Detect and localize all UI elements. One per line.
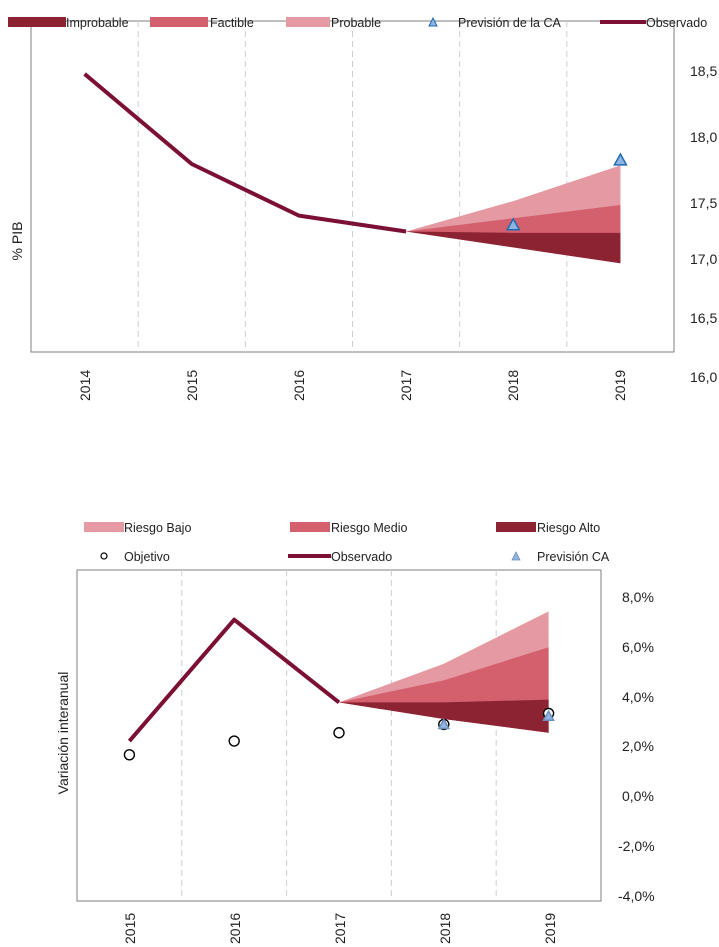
- chart-2-y-ticks: 8,0% 6,0% 4,0% 2,0% 0,0% -2,0% -4,0%: [618, 589, 655, 904]
- forecast-point: [542, 709, 555, 721]
- chart-1-ytick: 17,5: [690, 195, 717, 211]
- objetivo-point: [333, 727, 345, 739]
- chart-1-xtick: 2015: [184, 370, 200, 401]
- chart-2-xtick: 2016: [227, 913, 243, 944]
- chart-2-x-ticks: 2015 2016 2017 2018 2019: [122, 913, 558, 944]
- legend-swatch-riesgo-medio: [290, 522, 330, 532]
- objetivo-point: [123, 749, 136, 761]
- chart-2-observed-line: [127, 617, 341, 743]
- chart-2-ytick: 4,0%: [622, 689, 654, 705]
- chart-1-ytick: 18,5: [690, 63, 717, 79]
- chart-2-y-axis-label: Variación interanual: [55, 672, 71, 795]
- chart-2-ytick: 0,0%: [622, 788, 654, 804]
- legend-label-improbable: Improbable: [66, 16, 129, 30]
- chart-1-xtick: 2017: [398, 370, 414, 401]
- legend-label-riesgo-medio: Riesgo Medio: [331, 521, 407, 535]
- legend-swatch-improbable: [8, 17, 66, 27]
- legend-label-observed: Observado: [646, 16, 707, 30]
- chart-1-x-ticks: 2014 2015 2016 2017 2018 2019: [77, 370, 628, 401]
- observed-line: [83, 72, 407, 234]
- chart-2-xtick: 2017: [332, 913, 348, 944]
- chart-1-ytick: 18,0: [690, 129, 717, 145]
- chart-1-observed-line: [83, 72, 407, 234]
- chart-1-ytick: 16,5: [690, 310, 717, 326]
- observed-line: [127, 617, 341, 743]
- forecast-point: [505, 217, 521, 231]
- chart-2-xtick: 2015: [122, 913, 138, 944]
- chart-2-ytick: -4,0%: [618, 888, 655, 904]
- chart-1-xtick: 2016: [291, 370, 307, 401]
- chart-1-legend: Improbable Factible Probable Previsión d…: [8, 16, 707, 30]
- chart-1-y-axis-label: % PIB: [9, 222, 25, 261]
- chart-1-ytick: 16,0: [690, 369, 717, 385]
- forecast-point: [437, 717, 451, 730]
- chart-2-markers: [123, 707, 555, 761]
- legend-marker-objetivo-icon: [100, 552, 108, 560]
- chart-2-bands: [339, 611, 549, 733]
- legend-swatch-riesgo-bajo: [84, 522, 124, 532]
- legend-label-forecast: Previsión de la CA: [458, 16, 561, 30]
- chart-1-xtick: 2018: [505, 370, 521, 401]
- forecast-point: [613, 152, 628, 166]
- legend-label-riesgo-alto: Riesgo Alto: [537, 521, 600, 535]
- chart-2-ytick: 2,0%: [622, 738, 654, 754]
- chart-1: 18,5 18,0 17,5 17,0 16,5 16,0 2014 2015 …: [8, 16, 717, 401]
- legend-marker-forecast-icon: [428, 16, 438, 27]
- chart-1-xtick: 2014: [77, 370, 93, 401]
- chart-1-xtick: 2019: [612, 370, 628, 401]
- chart-2-ytick: -2,0%: [618, 838, 655, 854]
- chart-2-legend: Riesgo Bajo Riesgo Medio Riesgo Alto Obj…: [84, 521, 610, 564]
- chart-2-xtick: 2018: [437, 913, 453, 944]
- band-riesgo-alto: [339, 699, 549, 733]
- legend-label-riesgo-bajo: Riesgo Bajo: [124, 521, 191, 535]
- chart-1-y-ticks: 18,5 18,0 17,5 17,0 16,5 16,0: [690, 63, 717, 385]
- legend-swatch-probable: [286, 17, 330, 27]
- objetivo-point: [228, 735, 240, 747]
- band-improbable: [406, 231, 621, 264]
- chart-2-ytick: 6,0%: [622, 639, 654, 655]
- legend-label-observado: Observado: [331, 550, 392, 564]
- chart-1-ytick: 17,0: [690, 251, 717, 267]
- legend-swatch-riesgo-alto: [496, 522, 536, 532]
- legend-marker-prevision-icon: [511, 551, 521, 561]
- chart-2: 8,0% 6,0% 4,0% 2,0% 0,0% -2,0% -4,0% 201…: [55, 521, 655, 944]
- legend-label-probable: Probable: [331, 16, 381, 30]
- legend-swatch-factible: [150, 17, 208, 27]
- chart-2-gridlines: [181, 570, 497, 901]
- legend-label-prevision: Previsión CA: [537, 550, 610, 564]
- legend-label-objetivo: Objetivo: [124, 550, 170, 564]
- chart-2-ytick: 8,0%: [622, 589, 654, 605]
- legend-label-factible: Factible: [210, 16, 254, 30]
- chart-2-xtick: 2019: [542, 913, 558, 944]
- chart-1-bands: [406, 165, 621, 264]
- chart-1-forecast-markers: [505, 152, 628, 231]
